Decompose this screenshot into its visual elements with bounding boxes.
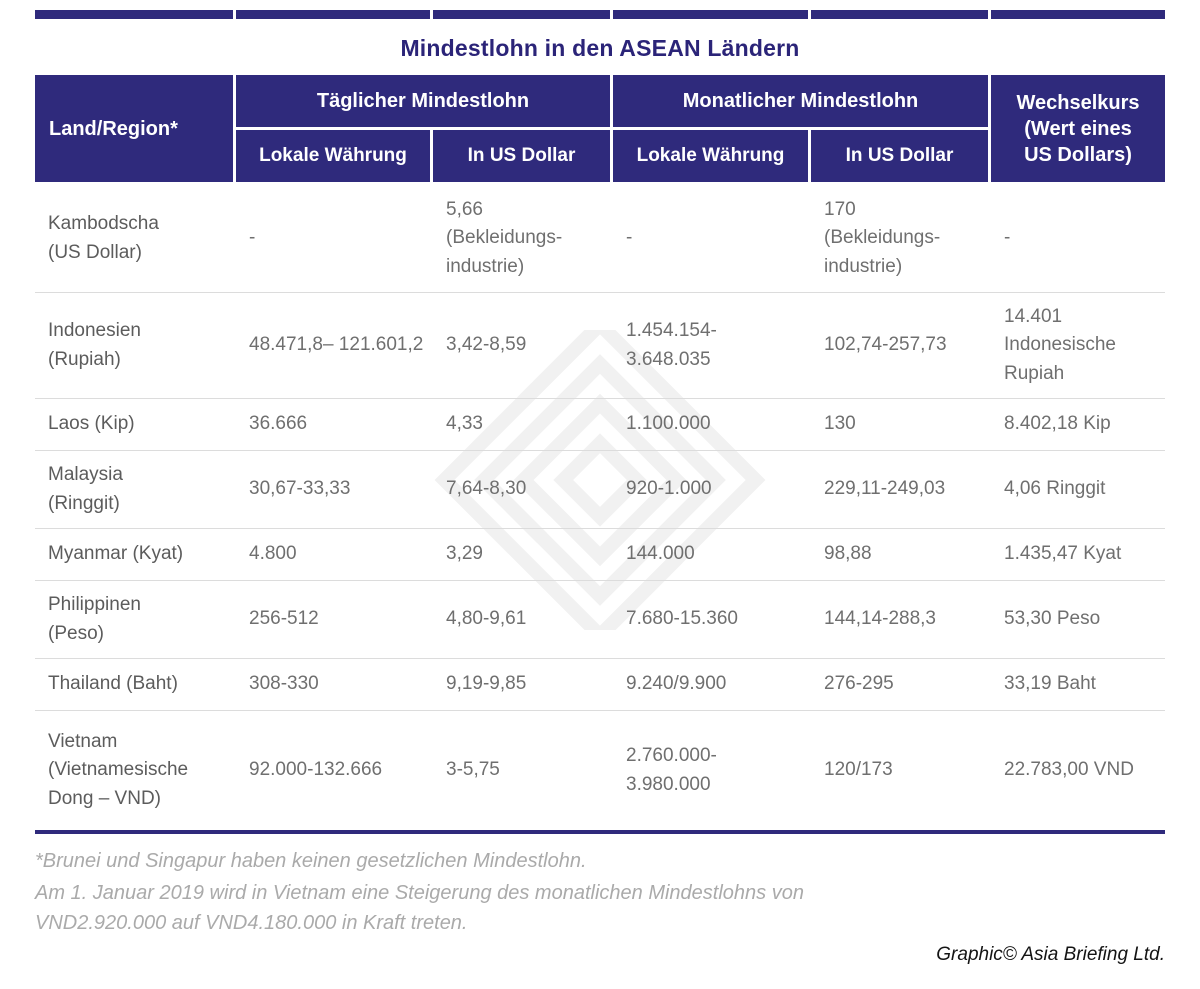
table-bottom-border	[35, 830, 1165, 834]
cell-monthly-usd: 98,88	[824, 543, 872, 565]
cell-daily-usd: 9,19-9,85	[446, 673, 527, 695]
top-bar-segment	[35, 10, 233, 19]
table-row-myanmar: Myanmar (Kyat) 4.800 3,29 144.000 98,88 …	[35, 529, 1165, 581]
cell-land: Thailand (Baht)	[48, 673, 178, 695]
subheader-monthly-local-currency: Lokale Währung	[613, 130, 808, 182]
table-row-philippinen: Philippinen (Peso) 256-512 4,80-9,61 7.6…	[35, 581, 1165, 659]
cell-daily-usd: 3,42-8,59	[446, 334, 527, 356]
cell-monthly-local: 9.240/9.900	[626, 673, 727, 695]
cell-exchange-rate: 4,06 Ringgit	[1004, 478, 1106, 500]
cell-daily-usd: 4,80-9,61	[446, 608, 527, 630]
footnote-vietnam-2019: Am 1. Januar 2019 wird in Vietnam eine S…	[35, 882, 804, 934]
infographic-sheet: Mindestlohn in den ASEAN Ländern Land/Re…	[35, 0, 1165, 966]
header-monthly-minimum-wage: Monatlicher Mindestlohn	[613, 75, 988, 127]
footnotes: *Brunei und Singapur haben keinen gesetz…	[35, 846, 840, 938]
cell-exchange-rate: -	[1004, 227, 1011, 249]
cell-land: Malaysia (Ringgit)	[48, 464, 123, 514]
top-bar-segment	[236, 10, 430, 19]
table-header: Land/Region* Täglicher Mindestlohn Monat…	[35, 75, 1165, 182]
cell-monthly-local: 144.000	[626, 543, 695, 565]
cell-land: Indonesien (Rupiah)	[48, 320, 141, 370]
graphic-credit: Graphic© Asia Briefing Ltd.	[936, 944, 1165, 965]
cell-daily-local: 92.000-132.666	[249, 759, 383, 781]
subheader-daily-usd: In US Dollar	[433, 130, 610, 182]
cell-monthly-usd: 130	[824, 413, 856, 435]
cell-monthly-usd: 276-295	[824, 673, 894, 695]
table-row-laos: Laos (Kip) 36.666 4,33 1.100.000 130 8.4…	[35, 399, 1165, 451]
cell-exchange-rate: 14.401 Indonesische Rupiah	[1004, 305, 1116, 384]
cell-daily-usd: 3-5,75	[446, 759, 500, 781]
cell-exchange-rate: 8.402,18 Kip	[1004, 413, 1111, 435]
cell-land: Laos (Kip)	[48, 413, 135, 435]
cell-exchange-rate: 33,19 Baht	[1004, 673, 1096, 695]
cell-exchange-rate: 22.783,00 VND	[1004, 759, 1134, 781]
subheader-monthly-usd: In US Dollar	[811, 130, 988, 182]
table-row-vietnam: Vietnam (Vietnamesische Dong – VND) 92.0…	[35, 711, 1165, 830]
cell-monthly-local: 7.680-15.360	[626, 608, 738, 630]
cell-daily-local: 30,67-33,33	[249, 478, 351, 500]
header-exchange-rate: Wechselkurs (Wert eines US Dollars)	[991, 75, 1165, 182]
table-row-malaysia: Malaysia (Ringgit) 30,67-33,33 7,64-8,30…	[35, 451, 1165, 529]
cell-monthly-local: 1.454.154- 3.648.035	[626, 320, 717, 370]
cell-land: Myanmar (Kyat)	[48, 543, 184, 565]
header-land-region: Land/Region*	[35, 75, 233, 182]
cell-daily-local: 256-512	[249, 608, 319, 630]
cell-daily-local: 36.666	[249, 413, 308, 435]
cell-daily-usd: 4,33	[446, 413, 483, 435]
cell-daily-usd: 3,29	[446, 543, 483, 565]
footnote-brunei-singapur: *Brunei und Singapur haben keinen gesetz…	[35, 850, 587, 872]
cell-daily-local: 4.800	[249, 543, 297, 565]
cell-daily-usd: 7,64-8,30	[446, 478, 527, 500]
top-bar-segment	[613, 10, 808, 19]
cell-daily-local: -	[249, 227, 256, 249]
cell-daily-local: 48.471,8– 121.601,2	[249, 334, 424, 356]
cell-monthly-usd: 229,11-249,03	[824, 478, 946, 500]
cell-monthly-usd: 144,14-288,3	[824, 608, 936, 630]
subheader-daily-local-currency: Lokale Währung	[236, 130, 430, 182]
cell-monthly-local: 1.100.000	[626, 413, 711, 435]
header-daily-minimum-wage: Täglicher Mindestlohn	[236, 75, 610, 127]
top-bar-segment	[811, 10, 988, 19]
table-row-indonesien: Indonesien (Rupiah) 48.471,8– 121.601,2 …	[35, 293, 1165, 399]
cell-land: Kambodscha (US Dollar)	[48, 213, 159, 263]
top-accent-bar	[35, 10, 1165, 19]
minimum-wage-table: Land/Region* Täglicher Mindestlohn Monat…	[35, 75, 1165, 834]
cell-land: Philippinen (Peso)	[48, 594, 141, 644]
cell-daily-usd: 5,66 (Bekleidungs- industrie)	[446, 198, 563, 277]
top-bar-segment	[433, 10, 610, 19]
top-bar-segment	[991, 10, 1165, 19]
table-row-kambodscha: Kambodscha (US Dollar) - 5,66 (Bekleidun…	[35, 185, 1165, 293]
cell-land: Vietnam (Vietnamesische Dong – VND)	[48, 730, 189, 809]
cell-monthly-local: 2.760.000- 3.980.000	[626, 745, 717, 795]
page-title: Mindestlohn in den ASEAN Ländern	[400, 35, 800, 61]
cell-monthly-usd: 170 (Bekleidungs- industrie)	[824, 198, 941, 277]
cell-monthly-usd: 120/173	[824, 759, 893, 781]
table-body: Kambodscha (US Dollar) - 5,66 (Bekleidun…	[35, 185, 1165, 830]
cell-monthly-usd: 102,74-257,73	[824, 334, 947, 356]
cell-exchange-rate: 53,30 Peso	[1004, 608, 1101, 630]
cell-exchange-rate: 1.435,47 Kyat	[1004, 543, 1122, 565]
cell-daily-local: 308-330	[249, 673, 319, 695]
cell-monthly-local: -	[626, 227, 633, 249]
table-row-thailand: Thailand (Baht) 308-330 9,19-9,85 9.240/…	[35, 659, 1165, 711]
cell-monthly-local: 920-1.000	[626, 478, 712, 500]
